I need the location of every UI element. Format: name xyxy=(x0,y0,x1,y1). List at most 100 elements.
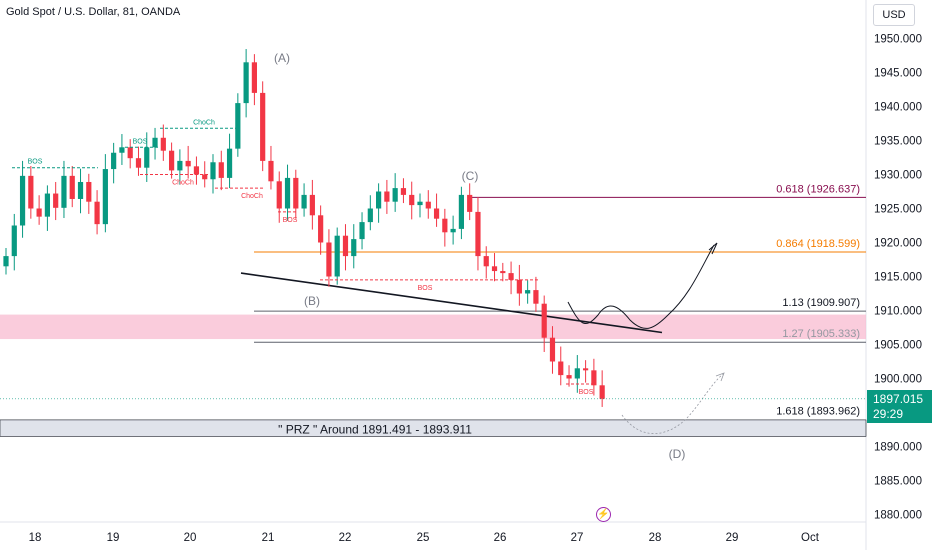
projection-alternate xyxy=(621,373,724,435)
price-tick-label: 1920.000 xyxy=(874,238,922,250)
prz-label: " PRZ " Around 1891.491 - 1893.911 xyxy=(278,422,472,436)
candle-body xyxy=(284,177,291,209)
fib-level-label: 0.864 (1918.599) xyxy=(776,238,860,250)
structure-label: BOS xyxy=(133,138,148,145)
time-tick-label: 29 xyxy=(726,532,739,544)
candle-body xyxy=(235,103,241,149)
last-price-value: 1897.015 xyxy=(873,392,924,406)
candle-body xyxy=(309,194,315,216)
candle-body xyxy=(342,235,349,257)
structure-label: BOS xyxy=(28,159,43,166)
candle-body xyxy=(367,208,373,223)
candle-body xyxy=(218,162,224,178)
structure-label: BOS xyxy=(283,217,298,224)
price-tick-label: 1900.000 xyxy=(874,374,922,386)
price-tick-label: 1930.000 xyxy=(874,170,922,182)
candle-body xyxy=(135,158,142,168)
candle-body xyxy=(102,169,108,225)
time-tick-label: 20 xyxy=(184,532,197,544)
candle-body xyxy=(94,201,100,225)
candle-body xyxy=(260,92,266,161)
candle-body xyxy=(508,273,514,280)
candle-body xyxy=(19,175,26,226)
time-tick-label: 27 xyxy=(571,532,584,544)
candle-body xyxy=(467,194,473,212)
candle-body xyxy=(86,181,92,202)
candle-body xyxy=(458,194,464,229)
candle-body xyxy=(169,150,175,171)
lightning-icon[interactable]: ⚡ xyxy=(596,507,611,522)
price-tick-label: 1890.000 xyxy=(874,442,922,454)
candle-body xyxy=(417,201,423,206)
candle-body xyxy=(77,181,84,199)
wave-label: (A) xyxy=(274,51,290,65)
reversal-zone xyxy=(0,314,866,340)
candle-body xyxy=(409,194,415,206)
candle-body xyxy=(251,62,257,93)
candle-body xyxy=(301,194,307,209)
candle-body xyxy=(442,218,448,233)
candle-body xyxy=(28,175,34,209)
candle-body xyxy=(202,174,208,180)
candle-body xyxy=(61,175,67,208)
candle-body xyxy=(400,188,407,195)
candle-body xyxy=(36,208,42,217)
fib-level-label: 1.27 (1905.333) xyxy=(782,328,860,340)
candle-body xyxy=(591,370,597,386)
candle-body xyxy=(185,160,191,167)
candle-body xyxy=(334,235,340,277)
candle-body xyxy=(450,228,456,233)
wave-label: (D) xyxy=(669,447,686,461)
time-tick-label: 18 xyxy=(29,532,42,544)
candle-body xyxy=(3,256,9,267)
price-tick-label: 1925.000 xyxy=(874,204,922,216)
candle-body xyxy=(541,303,547,338)
price-tick-label: 1905.000 xyxy=(874,340,922,352)
candle-body xyxy=(433,208,440,219)
candle-body xyxy=(583,368,589,371)
candle-body xyxy=(549,337,556,362)
candle-body xyxy=(276,181,282,209)
candle-body xyxy=(384,191,390,202)
chart-title: Gold Spot / U.S. Dollar, 81, OANDA xyxy=(6,6,181,18)
candle-body xyxy=(160,137,166,151)
trendline xyxy=(240,272,663,334)
price-tick-label: 1880.000 xyxy=(874,510,922,522)
prz-box xyxy=(0,419,867,437)
wave-label: (C) xyxy=(462,169,479,183)
time-tick-label: 25 xyxy=(417,532,430,544)
candle-body xyxy=(566,375,572,379)
candle-body xyxy=(69,175,75,199)
fib-level-label: 0.618 (1926.637) xyxy=(776,183,860,195)
candle-body xyxy=(359,222,365,240)
structure-label: ChoCh xyxy=(241,193,263,200)
price-tick-label: 1950.000 xyxy=(874,34,922,46)
candle-body xyxy=(376,191,382,209)
candle-body xyxy=(491,266,498,272)
price-tick-label: 1945.000 xyxy=(874,68,922,80)
fib-level-label: 1.13 (1909.907) xyxy=(782,297,860,309)
candle-body xyxy=(144,147,150,168)
candle-body xyxy=(483,256,489,267)
candle-body xyxy=(193,166,200,175)
candle-body xyxy=(574,368,580,379)
candle-body xyxy=(11,225,17,257)
structure-label: BOS xyxy=(579,389,594,396)
candle-body xyxy=(111,152,117,170)
candle-body xyxy=(53,193,59,208)
time-tick-label: 19 xyxy=(107,532,120,544)
candle-body xyxy=(210,162,216,180)
structure-label: ChoCh xyxy=(193,119,215,126)
currency-button[interactable]: USD xyxy=(873,4,915,26)
candle-body xyxy=(425,201,431,209)
candle-body xyxy=(599,385,605,399)
candle-body xyxy=(243,62,249,104)
candle-body xyxy=(293,177,299,209)
candle-body xyxy=(119,147,125,153)
price-tick-label: 1915.000 xyxy=(874,272,922,284)
candle-body xyxy=(152,137,158,148)
price-tick-label: 1885.000 xyxy=(874,476,922,488)
structure-label: BOS xyxy=(418,285,433,292)
candle-body xyxy=(318,215,324,243)
